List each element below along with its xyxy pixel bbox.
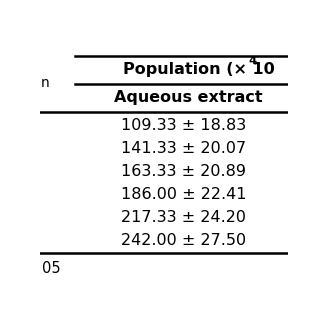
Text: 242.00 ± 27.50: 242.00 ± 27.50 [121, 233, 246, 248]
Text: 4: 4 [248, 56, 256, 66]
Text: 186.00 ± 22.41: 186.00 ± 22.41 [121, 187, 247, 202]
Text: Population (× 10: Population (× 10 [123, 62, 275, 77]
Text: n: n [41, 76, 50, 90]
Text: 05: 05 [43, 261, 61, 276]
Text: 109.33 ± 18.83: 109.33 ± 18.83 [121, 117, 246, 132]
Text: 163.33 ± 20.89: 163.33 ± 20.89 [121, 164, 246, 179]
Text: Aqueous extract: Aqueous extract [115, 90, 263, 105]
Text: 217.33 ± 24.20: 217.33 ± 24.20 [121, 210, 246, 225]
Text: 141.33 ± 20.07: 141.33 ± 20.07 [121, 140, 246, 156]
